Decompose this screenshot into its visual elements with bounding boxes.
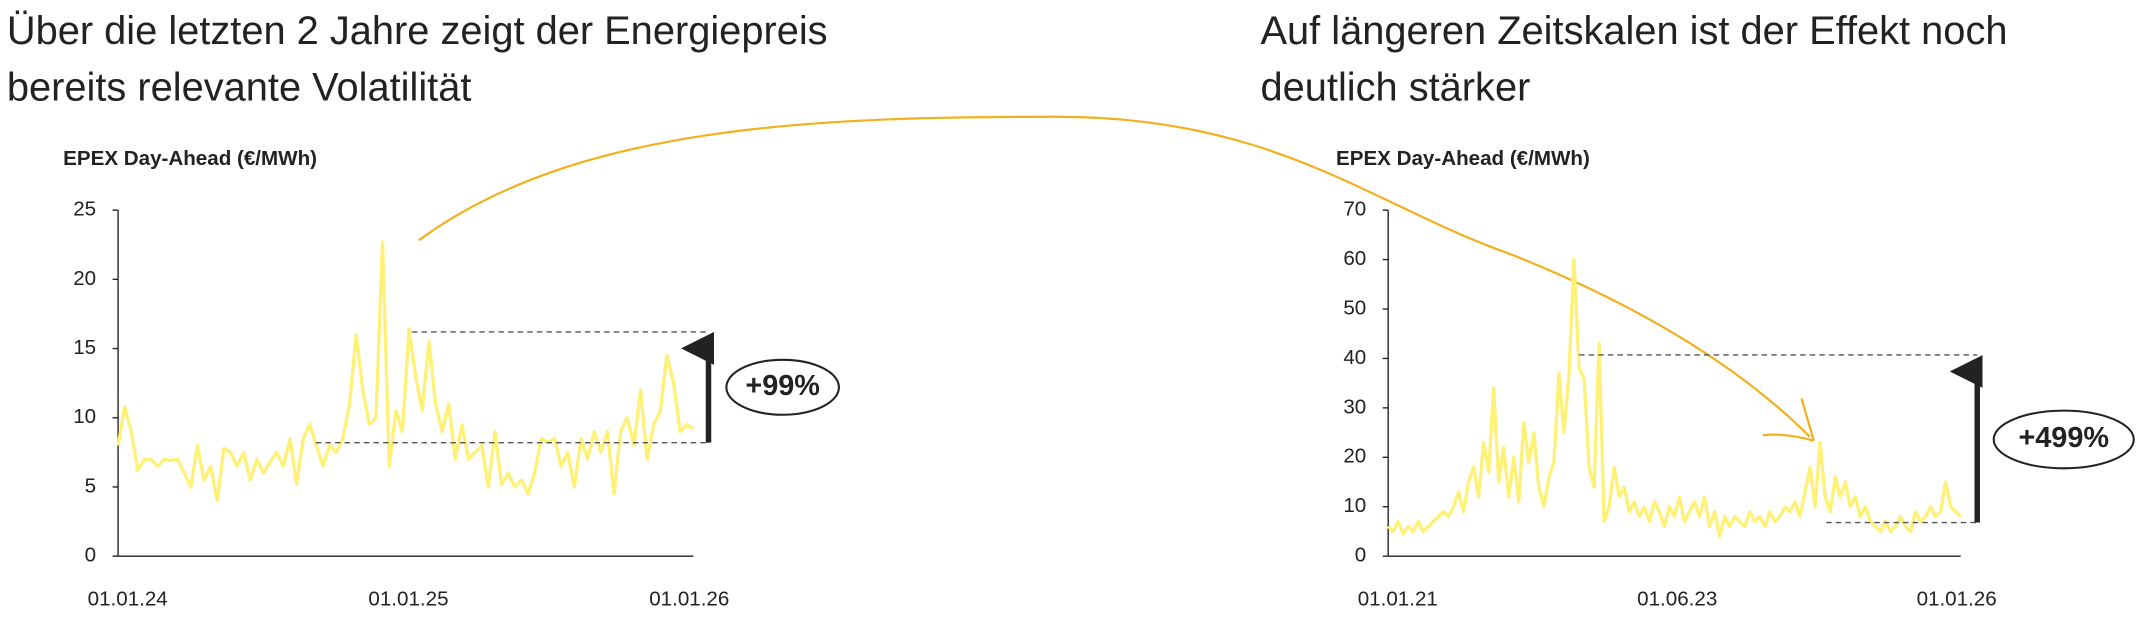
x-tick-label: 01.01.25: [368, 588, 448, 611]
y-tick-label: 20: [1343, 445, 1366, 468]
connector-curve: [418, 115, 1811, 438]
change-label: +499%: [2018, 422, 2109, 454]
y-tick-label: 10: [73, 405, 96, 428]
x-tick-label: 01.01.24: [88, 588, 168, 611]
heading: deutlich stärker: [1260, 65, 1530, 109]
change-badge: [725, 358, 840, 416]
y-tick-label: 40: [1343, 346, 1366, 369]
heading: bereits relevante Volatilität: [7, 65, 472, 109]
y-tick-label: 15: [73, 336, 96, 359]
y-tick-label: 0: [1355, 544, 1366, 567]
x-tick-label: 01.06.23: [1637, 588, 1717, 611]
y-tick-label: 60: [1343, 247, 1366, 270]
heading: Über die letzten 2 Jahre zeigt der Energ…: [7, 9, 828, 53]
x-tick-label: 01.01.21: [1358, 588, 1438, 611]
price-line: [116, 240, 695, 503]
y-tick-label: 70: [1343, 198, 1366, 221]
y-tick-label: 5: [85, 474, 96, 497]
change-badge: [1992, 409, 2135, 470]
price-line: [1387, 257, 1962, 539]
y-axis-title: EPEX Day-Ahead (€/MWh): [1336, 147, 1590, 170]
x-tick-label: 01.01.26: [649, 588, 729, 611]
heading: Auf längeren Zeitskalen ist der Effekt n…: [1260, 9, 2007, 53]
y-tick-label: 50: [1343, 296, 1366, 319]
y-tick-label: 25: [73, 198, 96, 221]
x-tick-label: 01.01.26: [1917, 588, 1997, 611]
y-tick-label: 0: [85, 544, 96, 567]
connector-arrowhead: [1762, 397, 1815, 442]
change-label: +99%: [745, 370, 820, 402]
y-tick-label: 20: [73, 267, 96, 290]
y-tick-label: 30: [1343, 395, 1366, 418]
y-axis-title: EPEX Day-Ahead (€/MWh): [63, 147, 317, 170]
y-tick-label: 10: [1343, 494, 1366, 517]
